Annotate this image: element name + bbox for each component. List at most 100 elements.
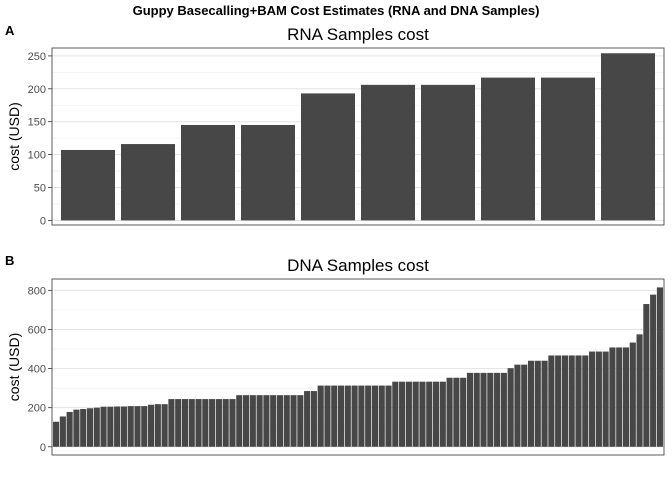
- bar: [527, 360, 535, 447]
- bar: [263, 395, 270, 447]
- bar: [548, 355, 555, 447]
- bar: [337, 385, 345, 447]
- panel-b: B DNA Samples cost 0 200 400 600 800 cost (USD): [5, 253, 665, 456]
- bar: [426, 381, 433, 447]
- bar: [175, 399, 182, 447]
- bar: [378, 385, 385, 447]
- bar: [399, 381, 406, 447]
- bar: [229, 399, 236, 447]
- bar: [432, 381, 440, 447]
- bar: [575, 355, 582, 447]
- bar: [324, 385, 331, 447]
- bar: [100, 406, 107, 447]
- bar: [361, 84, 415, 221]
- panel-title: RNA Samples cost: [287, 25, 429, 44]
- bar: [622, 347, 630, 447]
- bar: [161, 404, 168, 447]
- bar: [480, 372, 487, 447]
- y-tick-label: 0: [40, 215, 46, 227]
- bar: [301, 93, 355, 221]
- bar: [405, 381, 412, 447]
- bar: [86, 408, 94, 447]
- bar: [446, 377, 453, 447]
- panel-tag: A: [5, 23, 15, 38]
- bar: [93, 407, 100, 447]
- bar: [514, 364, 521, 447]
- bar: [188, 399, 195, 447]
- bar: [270, 395, 277, 447]
- bar: [80, 409, 87, 447]
- bar: [114, 406, 121, 447]
- bar: [120, 406, 127, 447]
- bar: [344, 385, 351, 447]
- bar: [385, 385, 392, 447]
- bar: [616, 347, 623, 447]
- y-tick-label: 0: [40, 442, 46, 454]
- bar: [290, 395, 297, 447]
- bar: [209, 399, 216, 447]
- y-tick-label: 200: [28, 403, 46, 415]
- y-tick-label: 800: [28, 285, 46, 297]
- bar: [521, 364, 528, 447]
- bar: [555, 355, 562, 447]
- figure-title: Guppy Basecalling+BAM Cost Estimates (RN…: [133, 3, 540, 18]
- bar: [609, 347, 616, 447]
- bar: [589, 351, 596, 447]
- bar: [466, 372, 474, 447]
- bar: [154, 404, 161, 447]
- bar: [215, 399, 222, 447]
- bar: [249, 395, 256, 447]
- panel-tag: B: [5, 253, 14, 268]
- bar: [310, 391, 317, 447]
- bar: [304, 391, 311, 447]
- bar: [127, 406, 134, 447]
- bar: [107, 406, 114, 447]
- bar: [595, 351, 602, 447]
- bar: [181, 399, 189, 447]
- bar: [507, 368, 514, 447]
- bar: [453, 377, 460, 447]
- bar: [481, 77, 535, 221]
- y-axis-label: cost (USD): [6, 102, 22, 170]
- bar: [439, 381, 446, 447]
- bar: [134, 406, 141, 447]
- bar: [222, 399, 229, 447]
- panel-border: [51, 47, 665, 226]
- y-tick-label: 600: [28, 324, 46, 336]
- bar: [601, 53, 655, 221]
- bar: [283, 395, 290, 447]
- y-tick-label: 150: [28, 117, 46, 129]
- bar: [500, 372, 507, 447]
- panel-title: DNA Samples cost: [287, 256, 429, 275]
- bar: [541, 360, 548, 447]
- bar: [568, 355, 575, 447]
- bar: [582, 355, 589, 447]
- bar: [276, 395, 284, 447]
- bar: [236, 395, 243, 447]
- bar: [317, 385, 324, 447]
- bar: [561, 355, 568, 447]
- bar: [66, 411, 73, 447]
- bar: [148, 404, 155, 447]
- panel-border: [51, 278, 665, 456]
- bar: [358, 385, 365, 447]
- bar: [241, 124, 295, 221]
- bar: [419, 381, 426, 447]
- bar: [421, 84, 475, 221]
- bar: [534, 360, 541, 447]
- bar: [656, 287, 663, 447]
- bar: [202, 399, 209, 447]
- bar: [331, 385, 338, 447]
- bar: [643, 304, 650, 447]
- bar: [195, 399, 202, 447]
- bar: [494, 372, 501, 447]
- bar: [650, 294, 657, 447]
- bar: [168, 399, 175, 447]
- bar: [602, 351, 609, 447]
- bar: [412, 381, 419, 447]
- bar: [53, 421, 60, 447]
- bar: [365, 385, 372, 447]
- bar: [487, 372, 494, 447]
- y-tick-label: 400: [28, 364, 46, 376]
